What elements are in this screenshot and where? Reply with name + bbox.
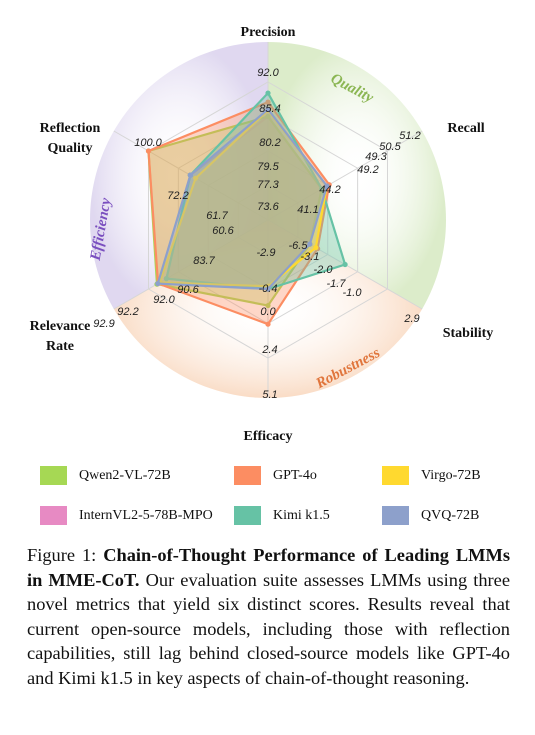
value-label-precision: 85.4 — [259, 103, 280, 115]
value-label-recall: 49.2 — [357, 164, 378, 176]
value-label-reflection-quality: 72.2 — [167, 190, 188, 202]
caption-prefix: Figure 1: — [27, 545, 104, 565]
series-point-qvq-72b-stability — [307, 241, 313, 247]
series-point-virgo-72b-reflection-quality — [192, 175, 199, 181]
caption-title: Chain-of-Thought Performance of Leading … — [27, 545, 510, 590]
value-label-recall: 41.1 — [297, 204, 318, 216]
value-label-efficacy: -0.4 — [259, 283, 278, 295]
value-label-efficacy: 0.0 — [260, 306, 276, 318]
value-label-stability: -6.5 — [289, 240, 309, 252]
series-point-qwen2-vl-72b-efficacy — [265, 302, 271, 309]
value-label-relevance-rate: 92.2 — [117, 306, 138, 318]
value-label-stability: -1.7 — [327, 278, 347, 290]
value-label-recall: 51.2 — [399, 130, 420, 142]
value-label-stability: -2.0 — [314, 264, 334, 276]
legend-label: InternVL2-5-78B-MPO — [79, 507, 213, 523]
legend-swatch — [234, 466, 261, 485]
legend-swatch — [382, 506, 409, 525]
series-point-gpt-4o-reflection-quality — [145, 148, 152, 154]
value-label-efficacy: 2.4 — [261, 344, 277, 356]
series-point-kimi-k1-5-stability — [342, 261, 348, 268]
legend-item-internvl2-5-78b-mpo: InternVL2-5-78B-MPO — [40, 506, 213, 525]
series-point-qvq-72b-efficacy — [265, 286, 271, 292]
value-label-precision: 79.5 — [257, 161, 279, 173]
value-label-efficacy: -2.9 — [257, 247, 276, 259]
value-label-efficacy: 5.1 — [262, 389, 277, 401]
value-label-relevance-rate: 90.6 — [177, 284, 199, 296]
axis-title-precision: Precision — [241, 25, 296, 40]
caption-body: Our evaluation suite assesses LMMs using… — [27, 569, 510, 688]
series-point-qwen2-vl-72b-precision — [265, 113, 271, 120]
legend-item-virgo-72b: Virgo-72B — [382, 466, 481, 485]
series-point-kimi-k1-5-relevance-rate — [163, 276, 170, 282]
value-label-stability: -1.0 — [343, 287, 363, 299]
legend-swatch — [234, 506, 261, 525]
series-point-qvq-72b-recall — [324, 183, 330, 189]
axis-title-stability: Stability — [443, 326, 494, 341]
spoke-relevance-rate — [113, 219, 269, 310]
legend-item-qwen2-vl-72b: Qwen2-VL-72B — [40, 466, 171, 485]
series-qvq-72b — [155, 106, 330, 292]
legend-swatch — [40, 506, 67, 525]
legend-swatch — [382, 466, 409, 485]
value-label-recall: 50.5 — [379, 141, 401, 153]
efficiency-sector — [90, 42, 269, 309]
legend-label: Virgo-72B — [421, 467, 481, 483]
axis-title-relevance-rate: Relevance Rate — [30, 319, 91, 354]
quality-sector — [268, 42, 446, 309]
legend-label: QVQ-72B — [421, 507, 480, 523]
legend-item-kimi-k1-5: Kimi k1.5 — [234, 506, 330, 525]
series-point-qvq-72b-relevance-rate — [155, 281, 161, 287]
value-label-stability: -3.1 — [301, 251, 320, 263]
value-label-reflection-quality: 60.6 — [212, 225, 234, 237]
series-point-kimi-k1-5-precision — [265, 90, 271, 96]
value-label-relevance-rate: 92.9 — [93, 318, 114, 330]
series-point-gpt-4o-efficacy — [265, 321, 271, 327]
radar-chart: Precision Recall Stability Efficacy Relevanc… — [30, 25, 494, 444]
legend-item-qvq-72b: QVQ-72B — [382, 506, 479, 525]
value-label-reflection-quality: 100.0 — [134, 137, 162, 149]
value-label-reflection-quality: 61.7 — [206, 210, 228, 222]
axis-title-recall: Recall — [447, 121, 484, 136]
figure-caption: Figure 1: Chain-of-Thought Performance o… — [27, 543, 510, 691]
value-label-precision: 92.0 — [257, 67, 279, 79]
value-label-recall: 49.3 — [365, 151, 387, 163]
value-label-precision: 77.3 — [257, 179, 279, 191]
radar-series — [145, 90, 348, 327]
axis-title-reflection-quality: Reflection Quality — [40, 121, 101, 156]
value-label-precision: 80.2 — [259, 137, 280, 149]
value-label-relevance-rate: 83.7 — [193, 255, 215, 267]
series-point-virgo-72b-stability — [313, 245, 319, 251]
series-point-gpt-4o-precision — [265, 99, 271, 105]
value-label-relevance-rate: 92.0 — [153, 294, 175, 306]
value-label-precision: 73.6 — [257, 201, 279, 213]
spoke-recall — [267, 130, 423, 221]
value-label-recall: 44.2 — [319, 184, 340, 196]
axis-title-efficacy: Efficacy — [244, 429, 293, 444]
legend-label: Kimi k1.5 — [273, 507, 330, 523]
legend-label: Qwen2-VL-72B — [79, 467, 171, 483]
value-label-stability: 2.9 — [403, 313, 419, 325]
legend-item-gpt-4o: GPT-4o — [234, 466, 317, 485]
legend-label: GPT-4o — [273, 467, 317, 483]
legend-swatch — [40, 466, 67, 485]
series-point-qvq-72b-precision — [265, 106, 271, 112]
series-point-kimi-k1-5-recall — [319, 186, 325, 192]
series-point-qvq-72b-reflection-quality — [187, 172, 193, 178]
